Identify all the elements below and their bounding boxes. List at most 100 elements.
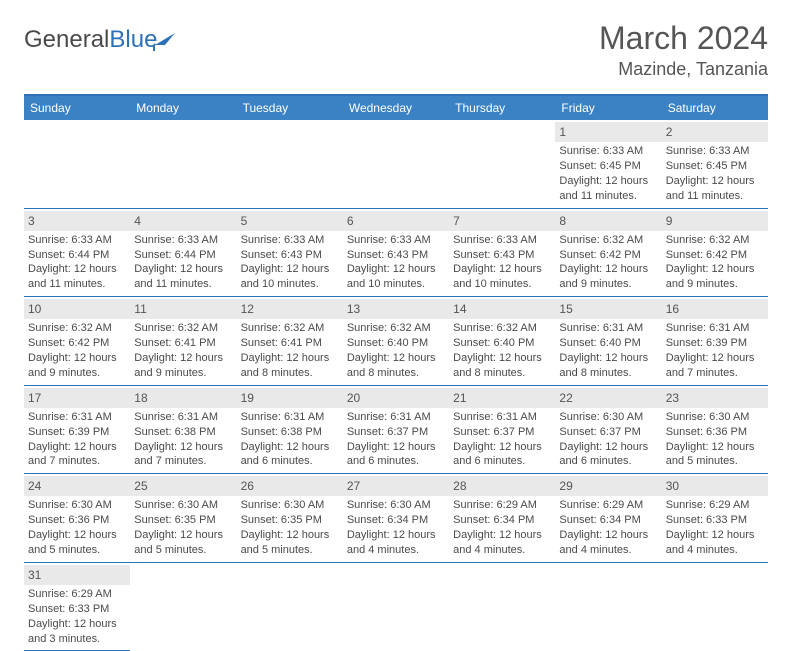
sunrise-line: Sunrise: 6:30 AM [347,498,445,513]
calendar-cell [449,120,555,209]
title-block: March 2024 Mazinde, Tanzania [599,20,768,80]
day-number: 19 [237,388,343,408]
sunset-line: Sunset: 6:44 PM [134,248,232,263]
daylight-line: Daylight: 12 hours and 3 minutes. [28,617,126,647]
sunset-line: Sunset: 6:43 PM [453,248,551,263]
daylight-line: Daylight: 12 hours and 5 minutes. [134,528,232,558]
flag-icon [153,29,181,51]
logo-text: GeneralBlue [24,26,157,54]
calendar-cell [24,120,130,209]
calendar-cell: 15Sunrise: 6:31 AMSunset: 6:40 PMDayligh… [555,297,661,386]
sunrise-line: Sunrise: 6:33 AM [28,233,126,248]
calendar-cell: 14Sunrise: 6:32 AMSunset: 6:40 PMDayligh… [449,297,555,386]
day-number: 25 [130,476,236,496]
sunset-line: Sunset: 6:36 PM [666,425,764,440]
calendar-cell: 22Sunrise: 6:30 AMSunset: 6:37 PMDayligh… [555,386,661,475]
location: Mazinde, Tanzania [599,59,768,80]
sunrise-line: Sunrise: 6:32 AM [559,233,657,248]
calendar-cell [662,563,768,651]
sunrise-line: Sunrise: 6:31 AM [347,410,445,425]
daylight-line: Daylight: 12 hours and 5 minutes. [28,528,126,558]
daylight-line: Daylight: 12 hours and 8 minutes. [241,351,339,381]
daylight-line: Daylight: 12 hours and 11 minutes. [134,262,232,292]
sunrise-line: Sunrise: 6:31 AM [559,321,657,336]
month-title: March 2024 [599,20,768,57]
day-header: Wednesday [343,96,449,120]
sunrise-line: Sunrise: 6:31 AM [241,410,339,425]
day-number: 14 [449,299,555,319]
daylight-line: Daylight: 12 hours and 5 minutes. [666,440,764,470]
day-header: Sunday [24,96,130,120]
sunset-line: Sunset: 6:42 PM [666,248,764,263]
daylight-line: Daylight: 12 hours and 7 minutes. [28,440,126,470]
daylight-line: Daylight: 12 hours and 7 minutes. [134,440,232,470]
calendar-cell: 26Sunrise: 6:30 AMSunset: 6:35 PMDayligh… [237,474,343,563]
sunrise-line: Sunrise: 6:31 AM [28,410,126,425]
daylight-line: Daylight: 12 hours and 9 minutes. [666,262,764,292]
calendar-cell: 3Sunrise: 6:33 AMSunset: 6:44 PMDaylight… [24,209,130,298]
day-number: 10 [24,299,130,319]
calendar-cell: 17Sunrise: 6:31 AMSunset: 6:39 PMDayligh… [24,386,130,475]
calendar-cell: 19Sunrise: 6:31 AMSunset: 6:38 PMDayligh… [237,386,343,475]
day-header: Friday [555,96,661,120]
daylight-line: Daylight: 12 hours and 10 minutes. [241,262,339,292]
day-number: 30 [662,476,768,496]
day-number: 3 [24,211,130,231]
day-number: 17 [24,388,130,408]
day-number: 22 [555,388,661,408]
day-header: Thursday [449,96,555,120]
daylight-line: Daylight: 12 hours and 11 minutes. [559,174,657,204]
calendar-cell [237,120,343,209]
sunrise-line: Sunrise: 6:33 AM [241,233,339,248]
calendar-cell: 7Sunrise: 6:33 AMSunset: 6:43 PMDaylight… [449,209,555,298]
calendar-cell [449,563,555,651]
sunrise-line: Sunrise: 6:33 AM [559,144,657,159]
calendar-cell [130,563,236,651]
day-number: 27 [343,476,449,496]
calendar-cell: 21Sunrise: 6:31 AMSunset: 6:37 PMDayligh… [449,386,555,475]
sunset-line: Sunset: 6:41 PM [241,336,339,351]
sunset-line: Sunset: 6:34 PM [453,513,551,528]
daylight-line: Daylight: 12 hours and 10 minutes. [453,262,551,292]
calendar-cell: 1Sunrise: 6:33 AMSunset: 6:45 PMDaylight… [555,120,661,209]
sunrise-line: Sunrise: 6:33 AM [666,144,764,159]
sunrise-line: Sunrise: 6:30 AM [241,498,339,513]
calendar-cell: 27Sunrise: 6:30 AMSunset: 6:34 PMDayligh… [343,474,449,563]
calendar-cell: 13Sunrise: 6:32 AMSunset: 6:40 PMDayligh… [343,297,449,386]
sunset-line: Sunset: 6:36 PM [28,513,126,528]
calendar-cell: 20Sunrise: 6:31 AMSunset: 6:37 PMDayligh… [343,386,449,475]
logo-text-blue: Blue [109,26,157,53]
daylight-line: Daylight: 12 hours and 8 minutes. [559,351,657,381]
daylight-line: Daylight: 12 hours and 8 minutes. [453,351,551,381]
day-number: 2 [662,122,768,142]
sunrise-line: Sunrise: 6:31 AM [666,321,764,336]
sunset-line: Sunset: 6:41 PM [134,336,232,351]
sunset-line: Sunset: 6:34 PM [559,513,657,528]
calendar-cell [343,120,449,209]
sunrise-line: Sunrise: 6:29 AM [453,498,551,513]
sunset-line: Sunset: 6:37 PM [559,425,657,440]
day-number: 31 [24,565,130,585]
sunrise-line: Sunrise: 6:29 AM [28,587,126,602]
sunset-line: Sunset: 6:40 PM [559,336,657,351]
daylight-line: Daylight: 12 hours and 4 minutes. [347,528,445,558]
day-number: 23 [662,388,768,408]
sunrise-line: Sunrise: 6:32 AM [28,321,126,336]
sunrise-line: Sunrise: 6:33 AM [134,233,232,248]
sunset-line: Sunset: 6:40 PM [347,336,445,351]
sunset-line: Sunset: 6:37 PM [347,425,445,440]
sunset-line: Sunset: 6:33 PM [28,602,126,617]
daylight-line: Daylight: 12 hours and 6 minutes. [241,440,339,470]
sunset-line: Sunset: 6:42 PM [28,336,126,351]
day-number: 29 [555,476,661,496]
sunrise-line: Sunrise: 6:33 AM [347,233,445,248]
sunrise-line: Sunrise: 6:30 AM [559,410,657,425]
day-number: 12 [237,299,343,319]
day-number: 18 [130,388,236,408]
calendar: SundayMondayTuesdayWednesdayThursdayFrid… [24,94,768,651]
sunrise-line: Sunrise: 6:30 AM [134,498,232,513]
sunrise-line: Sunrise: 6:32 AM [347,321,445,336]
sunset-line: Sunset: 6:38 PM [134,425,232,440]
calendar-cell: 6Sunrise: 6:33 AMSunset: 6:43 PMDaylight… [343,209,449,298]
header: GeneralBlue March 2024 Mazinde, Tanzania [24,20,768,80]
